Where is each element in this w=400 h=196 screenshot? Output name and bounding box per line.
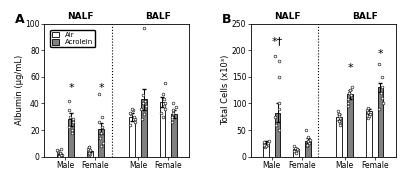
Bar (336, 117, 342, 157)
Text: B: B (222, 13, 231, 26)
Bar (348, 94, 353, 157)
Bar (305, 141, 310, 157)
Bar (294, 149, 299, 157)
Bar (98, 129, 104, 157)
Text: NALF: NALF (274, 12, 300, 21)
Text: *: * (348, 63, 353, 73)
Text: BALF: BALF (352, 12, 378, 21)
Text: *: * (378, 49, 383, 59)
Text: *: * (68, 83, 74, 93)
Bar (57, 154, 62, 157)
Bar (263, 143, 269, 157)
Text: *†: *† (272, 36, 283, 46)
Text: A: A (15, 13, 24, 26)
Y-axis label: Albumin (μg/mL): Albumin (μg/mL) (15, 55, 24, 125)
Bar (171, 114, 177, 157)
Bar (130, 117, 135, 157)
Text: *: * (98, 83, 104, 93)
Bar (378, 87, 383, 157)
Bar (68, 120, 74, 157)
Bar (275, 113, 280, 157)
Bar (366, 112, 372, 157)
Legend: Air, Acrolein: Air, Acrolein (50, 30, 95, 47)
Text: BALF: BALF (146, 12, 171, 21)
Bar (87, 152, 92, 157)
Y-axis label: Total Cells (x10³): Total Cells (x10³) (222, 55, 230, 125)
Bar (160, 102, 165, 157)
Bar (141, 100, 146, 157)
Text: NALF: NALF (67, 12, 94, 21)
